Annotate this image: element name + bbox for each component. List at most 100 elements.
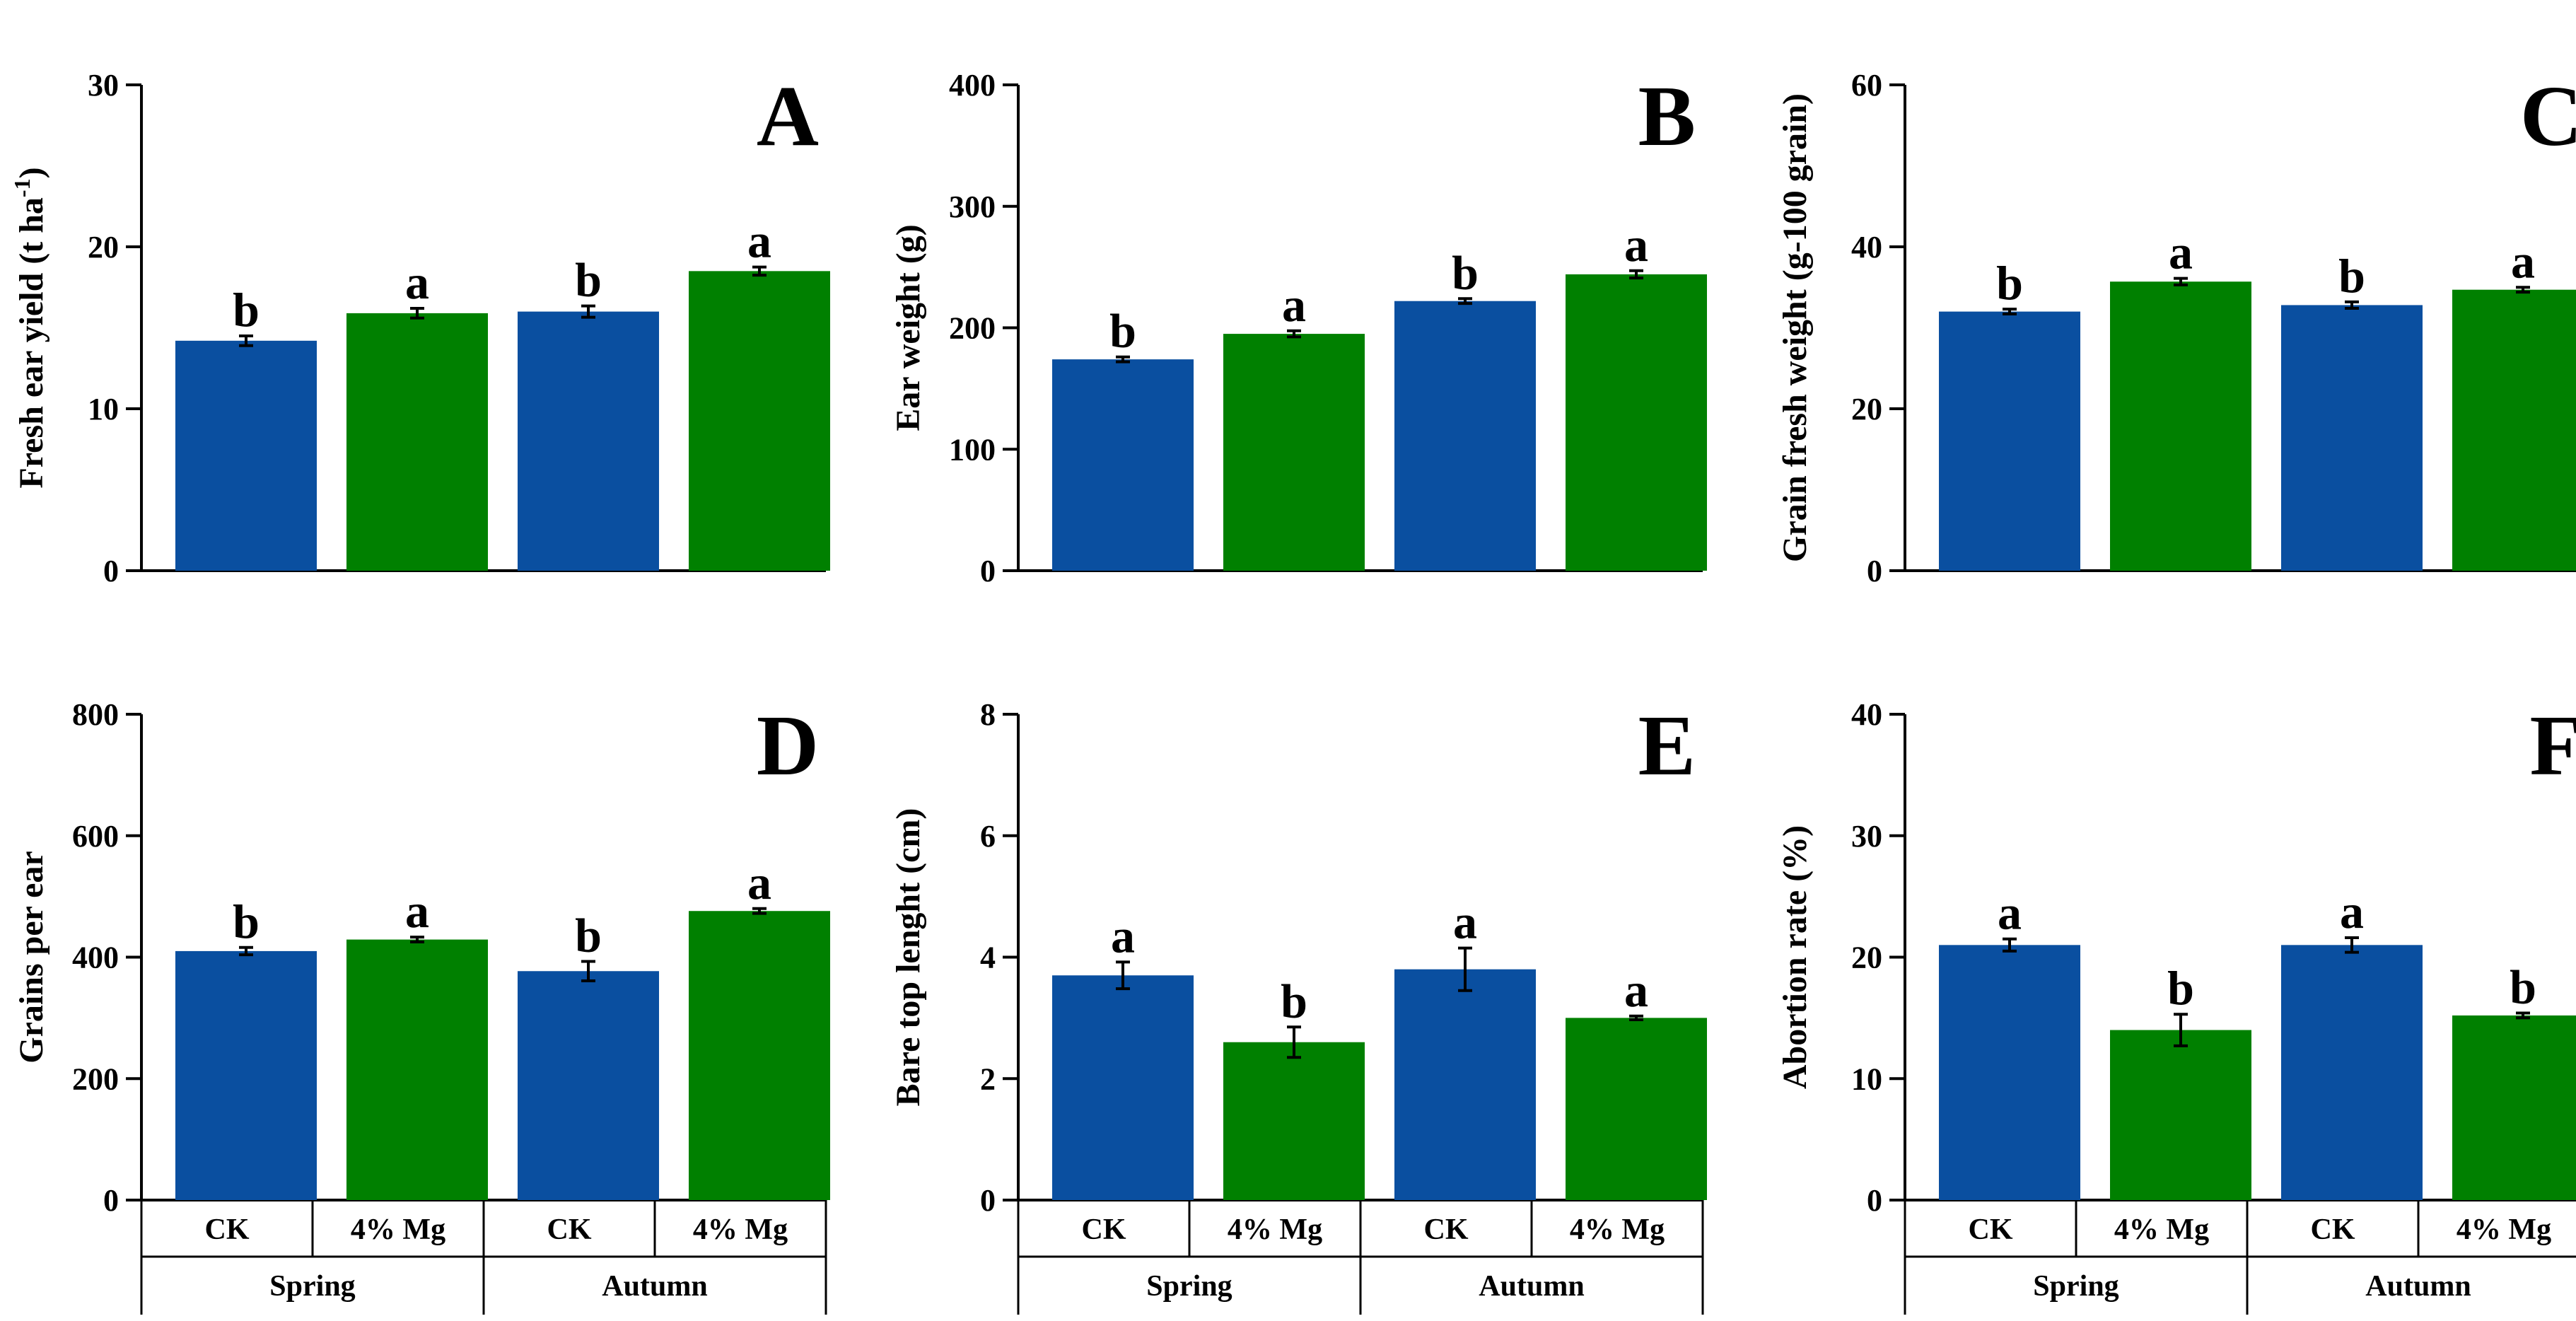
y-tick-label: 0 <box>980 1183 996 1218</box>
y-tick-label: 0 <box>103 554 119 588</box>
panel-letter: E <box>1638 698 1696 793</box>
y-tick-label: 200 <box>72 1061 119 1096</box>
category-label: 4% Mg <box>351 1214 445 1246</box>
panel-c: 0 20 40 60 Grain fresh weight (g-100 grain) C… <box>1776 68 2576 588</box>
significance-letter: b <box>2167 961 2194 1015</box>
y-tick-label: 10 <box>88 392 119 426</box>
category-label: 4% Mg <box>2456 1214 2551 1246</box>
bar-ck-spring <box>1939 945 2080 1200</box>
category-label: 4% Mg <box>1570 1214 1665 1246</box>
bar-ck-autumn <box>1394 301 1536 571</box>
y-tick-label: 600 <box>72 819 119 854</box>
y-axis-title-end: ) <box>13 167 50 178</box>
significance-letter: b <box>575 909 602 962</box>
significance-letter: a <box>2169 226 2193 279</box>
y-tick-label: 100 <box>949 432 996 467</box>
significance-letter: a <box>1998 886 2022 940</box>
y-tick-label: 8 <box>980 697 996 732</box>
y-axis-title: Fresh ear yield (t ha-1) <box>9 167 50 488</box>
bar-ck-autumn <box>518 311 659 571</box>
bar-mg-spring <box>1223 334 1365 571</box>
significance-letter: a <box>1111 909 1135 962</box>
significance-letter: a <box>747 214 771 268</box>
significance-letter: b <box>233 283 260 337</box>
bar-mg-spring <box>346 313 488 571</box>
significance-letter: b <box>1452 245 1479 299</box>
panel-letter: A <box>757 69 819 164</box>
y-axis-title: Abortion rate (%) <box>1776 825 1814 1089</box>
y-tick-label: 40 <box>1851 230 1882 264</box>
group-label: Autumn <box>1479 1270 1584 1303</box>
category-label: CK <box>1424 1214 1469 1246</box>
bar-ck-spring <box>175 340 317 571</box>
y-tick-label: 20 <box>1851 392 1882 426</box>
significance-letter: a <box>2511 234 2535 288</box>
category-label: 4% Mg <box>693 1214 788 1246</box>
y-axis-title: Grains per ear <box>13 851 50 1063</box>
bar-ck-spring <box>1052 359 1194 571</box>
significance-letter: a <box>1624 963 1648 1017</box>
y-tick-label: 0 <box>980 554 996 588</box>
y-tick-label: 10 <box>1851 1061 1882 1096</box>
bar-mg-autumn <box>1566 274 1707 571</box>
group-label: Spring <box>1146 1270 1232 1303</box>
bar-mg-autumn <box>689 911 830 1200</box>
bar-mg-autumn <box>1566 1018 1707 1200</box>
bar-mg-spring <box>1223 1042 1365 1200</box>
significance-letter: a <box>2340 885 2364 938</box>
category-label: CK <box>2311 1214 2355 1246</box>
y-tick-label: 400 <box>72 941 119 975</box>
y-tick-label: 400 <box>949 68 996 103</box>
category-label: 4% Mg <box>2114 1214 2209 1246</box>
panel-f: 0 10 20 30 40 Abortion rate (%) Fa b a b CK 4% Mg CK… <box>1776 697 2576 1315</box>
bar-mg-spring <box>346 939 488 1200</box>
category-label: 4% Mg <box>1228 1214 1322 1246</box>
category-label: CK <box>205 1214 250 1246</box>
significance-letter: b <box>1109 304 1136 358</box>
panel-letter: B <box>1638 69 1696 164</box>
category-label: CK <box>1969 1214 2013 1246</box>
panel-a: 0 10 20 30 Fresh ear yield (t ha-1) Ab a b a <box>9 68 830 588</box>
bar-ck-spring <box>1052 975 1194 1200</box>
bar-mg-spring <box>2110 1030 2251 1200</box>
significance-letter: b <box>2510 960 2536 1014</box>
y-tick-label: 0 <box>1867 1183 1882 1218</box>
y-axis-title-main: Fresh ear yield (t ha <box>13 197 50 489</box>
bar-mg-autumn <box>689 271 830 571</box>
y-tick-label: 40 <box>1851 697 1882 732</box>
y-axis-title: Ear weight (g) <box>890 224 927 431</box>
group-label: Autumn <box>602 1270 707 1303</box>
significance-letter: b <box>2338 249 2365 303</box>
panel-letter: C <box>2520 69 2576 164</box>
bar-mg-autumn <box>2452 289 2576 571</box>
bar-ck-autumn <box>2281 945 2423 1200</box>
significance-letter: a <box>1453 895 1477 949</box>
bar-ck-autumn <box>2281 305 2423 571</box>
y-tick-label: 6 <box>980 819 996 854</box>
significance-letter: a <box>747 856 771 909</box>
panel-letter: D <box>757 698 819 793</box>
y-tick-label: 30 <box>88 68 119 103</box>
group-label: Spring <box>269 1270 355 1303</box>
significance-letter: a <box>1624 218 1648 272</box>
panel-d: 0 200 400 600 800 Grains per ear Db a b a CK 4% Mg C… <box>13 697 830 1315</box>
panel-letter: F <box>2529 698 2576 793</box>
significance-letter: b <box>575 253 602 307</box>
significance-letter: b <box>233 895 260 948</box>
y-tick-label: 800 <box>72 697 119 732</box>
bar-ck-spring <box>1939 311 2080 571</box>
significance-letter: a <box>405 255 429 309</box>
y-axis-title: Grain fresh weight (g-100 grain) <box>1776 93 1814 562</box>
bar-ck-autumn <box>518 971 659 1200</box>
y-tick-label: 0 <box>103 1183 119 1218</box>
bar-ck-autumn <box>1394 969 1536 1200</box>
y-tick-label: 200 <box>949 311 996 346</box>
bar-ck-spring <box>175 950 317 1200</box>
y-axis-title-superscript: -1 <box>9 178 35 197</box>
bar-mg-autumn <box>2452 1015 2576 1200</box>
y-tick-label: 0 <box>1867 554 1882 588</box>
y-tick-label: 4 <box>980 941 996 975</box>
y-tick-label: 60 <box>1851 68 1882 103</box>
significance-letter: a <box>1282 278 1306 332</box>
